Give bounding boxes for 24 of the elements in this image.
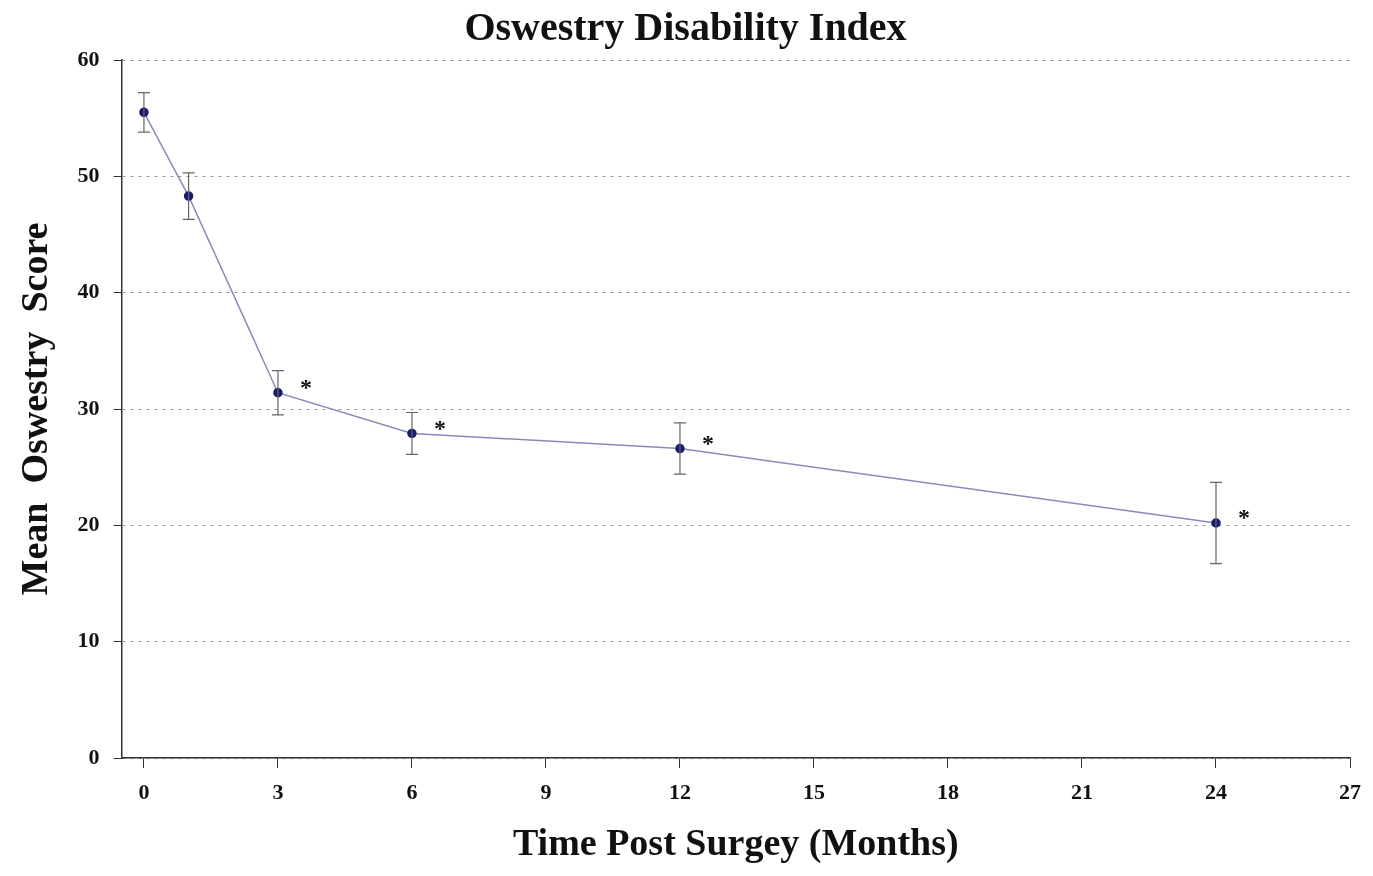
x-tick-label: 27 [1339, 778, 1361, 804]
x-tick-label: 15 [802, 778, 825, 804]
x-tick-label: 24 [1204, 778, 1227, 804]
x-tick-label: 6 [406, 778, 418, 804]
x-tick-label: 9 [540, 778, 552, 804]
y-tick-label: 40 [77, 278, 100, 304]
x-tick-label: 12 [668, 778, 691, 804]
y-tick-label: 30 [77, 394, 100, 420]
x-tick-label: 3 [272, 778, 284, 804]
y-tick-label: 0 [88, 743, 100, 769]
annotation: * [433, 414, 446, 441]
y-tick-label: 50 [77, 162, 100, 188]
y-tick-label: 20 [77, 511, 100, 537]
y-axis-title: Mean Oswestry Score [12, 222, 55, 596]
x-tick-label: 21 [1070, 778, 1093, 804]
annotation: * [701, 429, 714, 456]
x-tick-label: 18 [936, 778, 959, 804]
annotation: * [299, 373, 312, 400]
y-tick-label: 10 [77, 627, 100, 653]
annotation: * [1237, 504, 1250, 531]
x-tick-label: 0 [138, 778, 150, 804]
chart-title: Oswestry Disability Index [464, 4, 907, 50]
y-tick-label: 60 [77, 45, 100, 71]
x-axis-title: Time Post Surgey (Months) [512, 821, 959, 865]
